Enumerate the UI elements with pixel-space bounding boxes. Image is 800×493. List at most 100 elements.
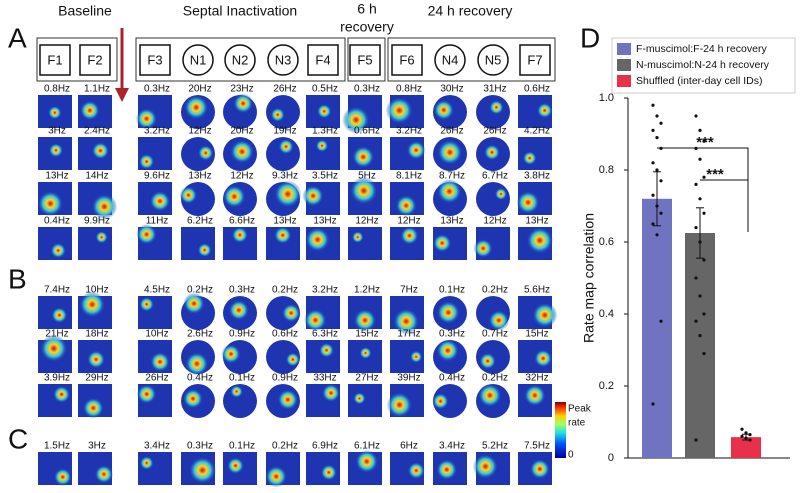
rate-map-field xyxy=(536,102,553,119)
rate-map-field xyxy=(472,453,499,480)
legend-swatch xyxy=(617,43,631,55)
rate-map-field xyxy=(265,465,288,488)
point xyxy=(659,121,663,125)
rate-label: 19Hz xyxy=(273,126,296,137)
rate-map-field xyxy=(526,226,554,254)
session-circle xyxy=(182,44,214,76)
rate-label: 0.3Hz xyxy=(187,441,213,452)
point xyxy=(694,114,698,118)
session-label: F1 xyxy=(47,52,62,67)
rate-map-field xyxy=(351,231,364,244)
y-axis-label: Rate map correlation xyxy=(581,213,597,343)
point xyxy=(694,438,698,442)
rate-map-field xyxy=(94,464,114,484)
sig-bracket xyxy=(657,147,749,232)
rate-map-field xyxy=(304,308,327,332)
rate-label: 13Hz xyxy=(440,216,463,227)
point xyxy=(698,197,702,201)
rate-map-field xyxy=(342,106,370,134)
legend-label: Shuffled (inter-day cell IDs) xyxy=(636,75,762,87)
point xyxy=(744,431,748,435)
rate-label: 0.2Hz xyxy=(272,285,298,296)
session-circle xyxy=(434,44,466,76)
rate-map-field xyxy=(91,141,110,160)
rate-label: 7.5Hz xyxy=(524,441,550,452)
rate-map-field xyxy=(226,457,245,475)
point xyxy=(698,294,702,298)
group-box xyxy=(387,37,556,82)
y-tick-label: 0.4 xyxy=(599,308,614,320)
rate-label: 13Hz xyxy=(45,171,68,182)
point xyxy=(659,179,663,183)
rate-label: 6.3Hz xyxy=(312,329,338,340)
session-box xyxy=(139,44,171,76)
point xyxy=(702,258,706,262)
session-box xyxy=(519,44,551,76)
rate-label: 0.6Hz xyxy=(524,84,550,95)
rate-map-field xyxy=(231,226,249,244)
point xyxy=(702,352,706,356)
rate-map-field xyxy=(533,349,553,368)
rate-map-field xyxy=(270,107,285,123)
rate-label: 3Hz xyxy=(48,126,66,137)
session-label: N1 xyxy=(190,52,207,67)
rate-label: 3.2Hz xyxy=(144,126,170,137)
rate-map-field xyxy=(353,392,366,405)
rate-map-field xyxy=(222,184,246,208)
rate-label: 21Hz xyxy=(45,329,68,340)
point xyxy=(694,319,698,323)
rate-label: 31Hz xyxy=(483,84,506,95)
point xyxy=(655,114,659,118)
sig-bracket xyxy=(700,179,749,192)
rate-map-field xyxy=(386,392,413,418)
rate-map-field xyxy=(395,194,417,217)
legend-label: F-muscimol:F-24 h recovery xyxy=(636,43,767,55)
rate-map-field xyxy=(432,233,452,253)
session-box xyxy=(39,44,71,76)
point xyxy=(740,427,744,431)
rate-label: 12Hz xyxy=(397,216,420,227)
rate-map-field xyxy=(359,346,372,360)
rate-label: 26Hz xyxy=(440,126,463,137)
bar xyxy=(731,437,761,458)
rate-label: 6.2Hz xyxy=(187,216,213,227)
rate-label: 0.8Hz xyxy=(44,84,70,95)
point xyxy=(702,139,706,143)
rate-label: 8.1Hz xyxy=(396,171,422,182)
point xyxy=(655,233,659,237)
point xyxy=(702,312,706,316)
rate-map-field xyxy=(40,334,68,363)
rate-label: 27Hz xyxy=(355,373,378,384)
rate-label: 33Hz xyxy=(313,373,336,384)
rate-map-field xyxy=(47,105,62,120)
panel-label: A xyxy=(8,22,27,53)
rate-map-field xyxy=(281,303,301,323)
rate-label: 20Hz xyxy=(188,84,211,95)
point xyxy=(651,193,655,197)
rate-map-field xyxy=(407,461,425,480)
rate-map-field xyxy=(91,193,118,220)
rate-label: 0.4Hz xyxy=(439,373,465,384)
rate-map-field xyxy=(79,291,106,318)
group-label: recovery xyxy=(340,19,394,35)
rate-label: 1.2Hz xyxy=(354,285,380,296)
rate-label: 13Hz xyxy=(273,216,296,227)
y-tick-label: 0.8 xyxy=(599,164,614,176)
legend-swatch xyxy=(617,75,631,87)
rate-label: 30Hz xyxy=(440,84,463,95)
rate-label: 0.9Hz xyxy=(272,373,298,384)
rate-label: 26Hz xyxy=(273,84,296,95)
rate-label: 26Hz xyxy=(145,373,168,384)
rate-map-field xyxy=(316,103,332,119)
point xyxy=(702,175,706,179)
bar xyxy=(642,198,672,459)
rate-label: 23Hz xyxy=(230,84,253,95)
rate-label: 0.2Hz xyxy=(272,441,298,452)
rate-label: 0.9Hz xyxy=(229,329,255,340)
rate-map-field xyxy=(302,185,324,207)
session-box xyxy=(79,44,111,76)
rate-map-field xyxy=(305,227,330,252)
session-label: F7 xyxy=(527,52,542,67)
point xyxy=(740,434,744,438)
point xyxy=(659,319,663,323)
